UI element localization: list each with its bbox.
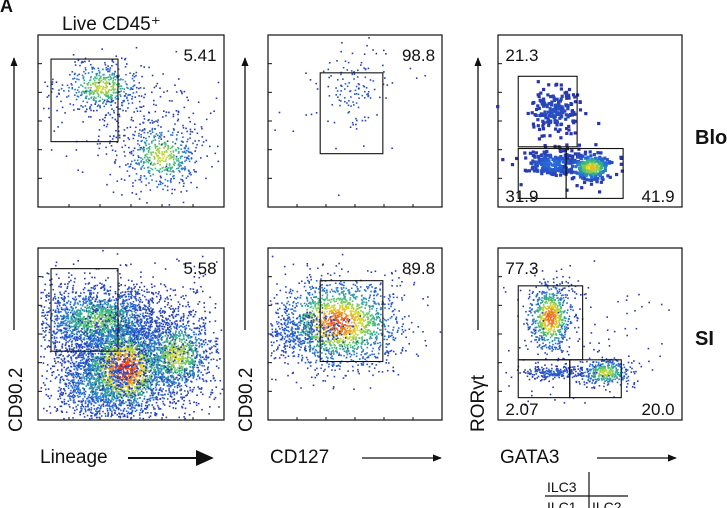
plot-panel-1: 5.41: [37, 34, 225, 208]
column-header: Live CD45⁺: [62, 14, 161, 35]
gate-box: [319, 72, 384, 155]
event-dots: [274, 37, 426, 197]
legend-ilc2: ILC2: [592, 499, 622, 508]
plot-panels: 5.41 98.8 21.3 31.9 41.9 5.58 89.8 77.3 2.07 20.0: [37, 34, 683, 421]
gate-percentage: 41.9: [642, 187, 675, 206]
gate-percentage: 89.8: [402, 259, 435, 278]
x-label-gata3: GATA3: [500, 447, 559, 468]
event-dots: [43, 46, 220, 206]
gate-percentage: 5.41: [183, 46, 216, 65]
gate-percentage: 20.0: [642, 400, 675, 419]
gate-box: [565, 147, 624, 199]
legend-ilc1: ILC1: [547, 499, 577, 508]
plot-panel-4: 5.58: [37, 247, 225, 421]
gate-box: [50, 58, 119, 143]
y-label-cd90-lineage: CD90.2: [6, 368, 27, 432]
panel-frame: [497, 34, 683, 208]
gate-percentage: 21.3: [505, 46, 538, 65]
event-dots: [40, 249, 224, 420]
row-label-blood: Blo: [695, 127, 727, 149]
gate-box: [517, 75, 578, 148]
event-dots: [496, 80, 624, 194]
x-label-cd127: CD127: [270, 447, 329, 468]
panel-frame: [267, 247, 443, 421]
x-label-lineage: Lineage: [40, 447, 108, 468]
panel-letter: A: [0, 0, 13, 16]
y-label-rorgt: RORγt: [468, 374, 489, 432]
legend-ilc3: ILC3: [547, 479, 577, 495]
plot-panel-3: 21.3 31.9 41.9: [496, 34, 683, 208]
gate-box: [319, 280, 384, 363]
gate-percentage: 31.9: [505, 187, 538, 206]
y-label-cd90-cd127: CD90.2: [236, 368, 257, 432]
plot-panel-2: 98.8: [267, 34, 443, 208]
event-dots: [269, 253, 442, 390]
row-label-si: SI: [695, 328, 714, 350]
gate-percentage: 5.58: [183, 259, 216, 278]
plot-panel-6: 77.3 2.07 20.0: [497, 247, 683, 421]
gate-percentage: 77.3: [505, 259, 538, 278]
gate-box: [50, 268, 119, 352]
gate-percentage: 2.07: [505, 400, 538, 419]
panel-frame: [267, 34, 443, 208]
gate-box: [569, 359, 622, 399]
gate-percentage: 98.8: [402, 46, 435, 65]
plot-panel-5: 89.8: [267, 247, 443, 421]
panel-frame: [497, 247, 683, 421]
subset-legend: ILC3 ILC1 ILC2: [545, 472, 628, 508]
